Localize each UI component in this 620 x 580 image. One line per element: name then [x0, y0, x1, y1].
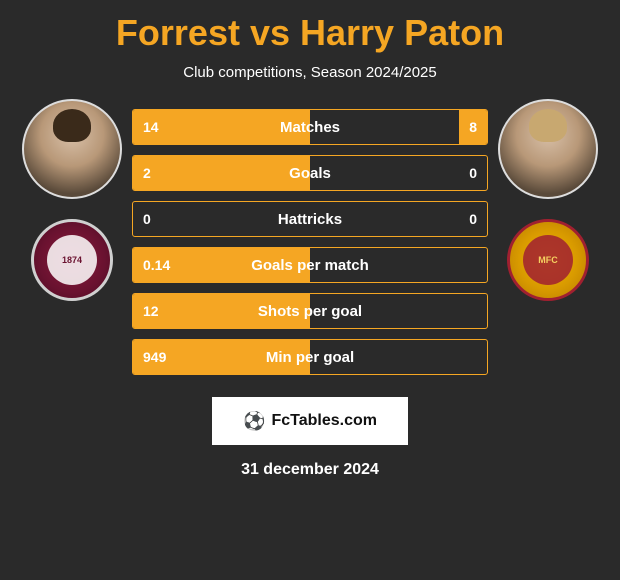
- right-column: MFC: [496, 99, 600, 301]
- stat-row: 0Hattricks0: [132, 201, 488, 237]
- stat-value-right: 0: [427, 211, 487, 227]
- stat-row: 949Min per goal: [132, 339, 488, 375]
- stats-column: 14Matches82Goals00Hattricks00.14Goals pe…: [132, 109, 488, 375]
- date-line: 31 december 2024: [0, 461, 620, 479]
- watermark-text: FcTables.com: [271, 412, 377, 430]
- subtitle: Club competitions, Season 2024/2025: [0, 64, 620, 81]
- stat-row: 0.14Goals per match: [132, 247, 488, 283]
- stat-label: Goals per match: [193, 257, 427, 274]
- stat-value-left: 0: [133, 211, 193, 227]
- stat-row: 14Matches8: [132, 109, 488, 145]
- stat-value-left: 12: [133, 303, 193, 319]
- stat-value-left: 14: [133, 119, 193, 135]
- stat-value-left: 2: [133, 165, 193, 181]
- stat-value-left: 0.14: [133, 257, 193, 273]
- stat-row: 12Shots per goal: [132, 293, 488, 329]
- stat-label: Matches: [193, 119, 427, 136]
- watermark-icon: ⚽: [243, 411, 265, 432]
- stat-value-right: 8: [427, 119, 487, 135]
- left-column: 1874: [20, 99, 124, 301]
- team-right-crest: MFC: [507, 219, 589, 301]
- crest-right-label: MFC: [523, 235, 573, 285]
- crest-left-label: 1874: [47, 235, 97, 285]
- stat-row: 2Goals0: [132, 155, 488, 191]
- stat-label: Goals: [193, 165, 427, 182]
- team-left-crest: 1874: [31, 219, 113, 301]
- page-title: Forrest vs Harry Paton: [0, 0, 620, 54]
- stat-label: Shots per goal: [193, 303, 427, 320]
- comparison-row: 1874 14Matches82Goals00Hattricks00.14Goa…: [0, 99, 620, 375]
- player-right-avatar: [498, 99, 598, 199]
- stat-value-left: 949: [133, 349, 193, 365]
- stat-label: Min per goal: [193, 349, 427, 366]
- player-left-avatar: [22, 99, 122, 199]
- stat-label: Hattricks: [193, 211, 427, 228]
- stat-value-right: 0: [427, 165, 487, 181]
- watermark-badge: ⚽ FcTables.com: [212, 397, 408, 445]
